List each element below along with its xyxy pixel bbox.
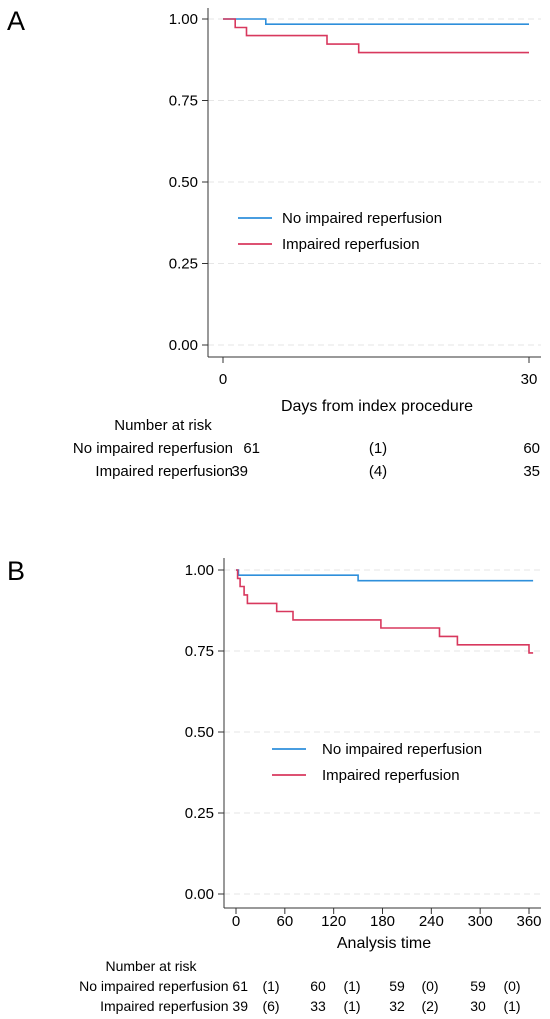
y-tick-label: 0.50 bbox=[169, 174, 198, 191]
series-line-no-impaired-reperfusion bbox=[236, 569, 534, 582]
x-tick-label: 360 bbox=[516, 913, 541, 930]
y-tick-label: 0.25 bbox=[185, 805, 214, 822]
legend-label: Impaired reperfusion bbox=[322, 767, 460, 784]
risk-value: (1) bbox=[369, 440, 387, 457]
risk-value: 30 bbox=[470, 998, 486, 1014]
y-tick-label: 1.00 bbox=[185, 562, 214, 579]
x-tick-label: 60 bbox=[276, 913, 293, 930]
x-axis-label: Analysis time bbox=[337, 935, 431, 952]
risk-value: (1) bbox=[343, 978, 360, 994]
risk-table-title: Number at risk bbox=[114, 417, 212, 434]
risk-value: 60 bbox=[523, 440, 540, 457]
risk-value: (1) bbox=[343, 998, 360, 1014]
risk-row-label: Impaired reperfusion 39 bbox=[100, 998, 248, 1014]
series-line-no-impaired-reperfusion bbox=[223, 18, 529, 25]
risk-value: (2) bbox=[421, 998, 438, 1014]
risk-value: 35 bbox=[523, 463, 540, 480]
x-tick-label: 180 bbox=[370, 913, 395, 930]
series-line-impaired-reperfusion bbox=[236, 569, 534, 654]
x-tick-label: 240 bbox=[419, 913, 444, 930]
x-tick-label: 0 bbox=[232, 913, 240, 930]
y-tick-label: 0.25 bbox=[169, 256, 198, 273]
x-tick-label: 30 bbox=[521, 371, 538, 388]
risk-row-label: No impaired reperfusion 61 bbox=[79, 978, 248, 994]
risk-value: 61 bbox=[243, 440, 260, 457]
risk-value: 33 bbox=[310, 998, 326, 1014]
risk-value: (1) bbox=[262, 978, 279, 994]
risk-table-title: Number at risk bbox=[105, 958, 197, 974]
x-tick-label: 0 bbox=[219, 371, 227, 388]
risk-value: (6) bbox=[262, 998, 279, 1014]
panel-A: A 0.00 0.25 0.50 0.75 1.00 0 30 Days from index … bbox=[7, 6, 541, 480]
legend-label: No impaired reperfusion bbox=[282, 210, 442, 227]
y-tick-label: 0.00 bbox=[185, 886, 214, 903]
legend-label: No impaired reperfusion bbox=[322, 741, 482, 758]
risk-table: Number at risk No impaired reperfusion 61 (… bbox=[73, 417, 540, 480]
x-tick-label: 300 bbox=[468, 913, 493, 930]
risk-row-label: Impaired reperfusion bbox=[95, 463, 233, 480]
y-tick-label: 0.75 bbox=[185, 643, 214, 660]
y-tick-label: 0.75 bbox=[169, 93, 198, 110]
legend-label: Impaired reperfusion bbox=[282, 236, 420, 253]
panel-letter: A bbox=[7, 6, 25, 36]
y-tick-label: 0.00 bbox=[169, 337, 198, 354]
risk-value: 39 bbox=[231, 463, 248, 480]
legend: No impaired reperfusion Impaired reperfus… bbox=[272, 741, 482, 784]
risk-value: (1) bbox=[503, 998, 520, 1014]
series-line-impaired-reperfusion bbox=[223, 18, 529, 54]
risk-value: (0) bbox=[503, 978, 520, 994]
risk-value: 32 bbox=[389, 998, 405, 1014]
risk-value: 59 bbox=[470, 978, 486, 994]
risk-value: 60 bbox=[310, 978, 326, 994]
risk-value: 59 bbox=[389, 978, 405, 994]
legend: No impaired reperfusion Impaired reperfus… bbox=[238, 210, 442, 253]
risk-table: Number at risk No impaired reperfusion 61… bbox=[79, 958, 520, 1014]
x-axis-label: Days from index procedure bbox=[281, 398, 473, 415]
risk-value: (4) bbox=[369, 463, 387, 480]
risk-value: (0) bbox=[421, 978, 438, 994]
y-tick-label: 1.00 bbox=[169, 11, 198, 28]
y-tick-label: 0.50 bbox=[185, 724, 214, 741]
panel-letter: B bbox=[7, 556, 25, 586]
panel-B: B 0.00 0.25 0.50 0.75 1.00 0 60 120 180 240 300 360 A… bbox=[7, 556, 542, 1014]
x-tick-label: 120 bbox=[321, 913, 346, 930]
risk-row-label: No impaired reperfusion bbox=[73, 440, 233, 457]
